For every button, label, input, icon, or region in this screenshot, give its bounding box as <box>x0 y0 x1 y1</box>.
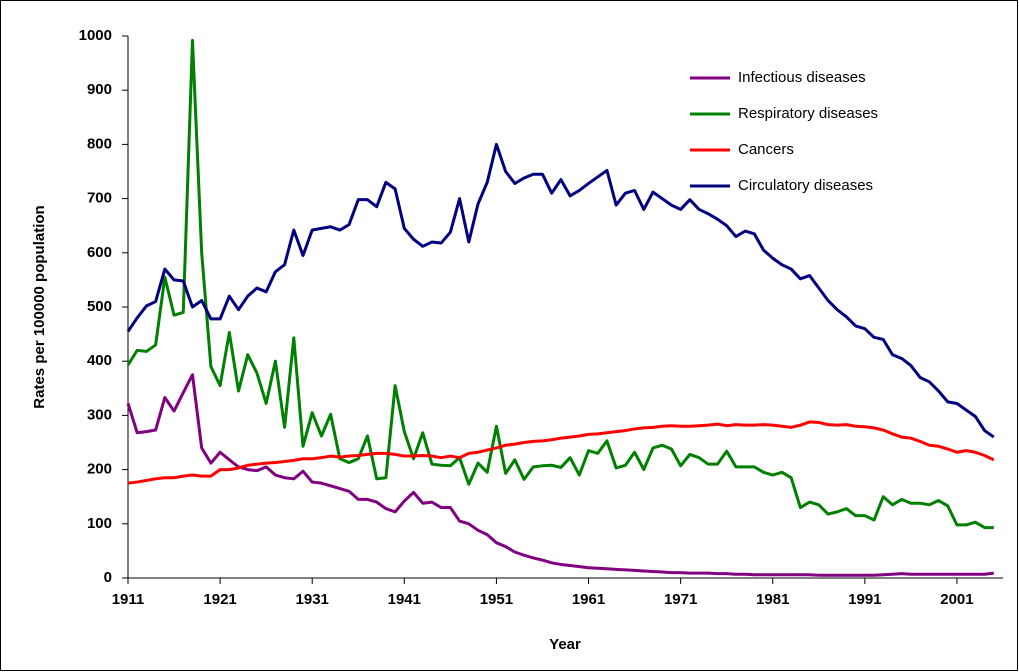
y-tick-label: 400 <box>87 352 112 369</box>
x-tick-label: 1971 <box>664 591 697 608</box>
x-tick-label: 1921 <box>203 591 236 608</box>
legend-label: Cancers <box>738 141 794 158</box>
legend-label: Infectious diseases <box>738 69 866 86</box>
series-line <box>126 142 995 439</box>
y-tick-label: 900 <box>87 81 112 98</box>
x-tick-label: 1941 <box>388 591 421 608</box>
y-tick-label: 0 <box>104 569 112 586</box>
y-tick-label: 300 <box>87 406 112 423</box>
y-tick-label: 600 <box>87 244 112 261</box>
series-line <box>126 38 994 530</box>
x-tick-label: 1981 <box>756 591 789 608</box>
y-tick-label: 100 <box>87 515 112 532</box>
series-line <box>127 420 995 485</box>
y-tick-label: 1000 <box>79 27 112 44</box>
series-line <box>126 373 994 577</box>
x-tick-label: 1991 <box>848 591 881 608</box>
y-tick-label: 700 <box>87 190 112 207</box>
legend-label: Respiratory diseases <box>738 105 878 122</box>
x-tick-label: 1931 <box>296 591 329 608</box>
x-tick-label: 1961 <box>572 591 605 608</box>
legend-label: Circulatory diseases <box>738 177 873 194</box>
x-axis-title: Year <box>549 636 581 653</box>
y-tick-label: 800 <box>87 135 112 152</box>
y-tick-label: 200 <box>87 461 112 478</box>
y-axis-title: Rates per 100000 population <box>31 205 48 408</box>
x-tick-label: 1951 <box>480 591 513 608</box>
x-tick-label: 1911 <box>112 591 145 608</box>
x-tick-label: 2001 <box>940 591 973 608</box>
y-tick-label: 500 <box>87 298 112 315</box>
